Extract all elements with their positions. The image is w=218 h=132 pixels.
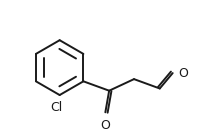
- Text: O: O: [178, 67, 188, 80]
- Text: Cl: Cl: [50, 100, 62, 114]
- Text: O: O: [100, 119, 110, 132]
